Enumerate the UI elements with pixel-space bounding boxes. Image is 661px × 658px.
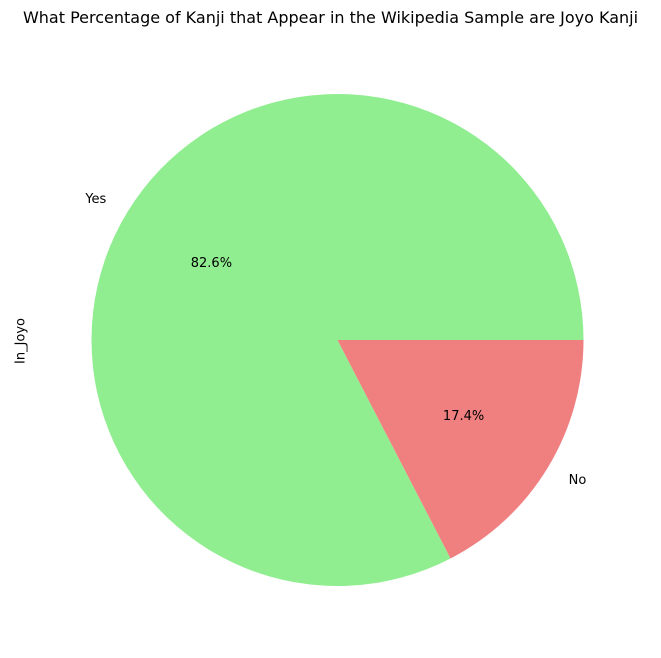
- pie-slice-yes: [91, 93, 584, 586]
- slice-pct-label-no: 17.4%: [443, 409, 484, 424]
- slice-pct-label-yes: 82.6%: [191, 256, 232, 271]
- pie-slice-no: [337, 340, 584, 559]
- slice-label-yes: Yes: [84, 192, 106, 207]
- pie-slices: [91, 93, 584, 586]
- y-axis-label: In_Joyo: [14, 318, 29, 364]
- chart-title: What Percentage of Kanji that Appear in …: [22, 8, 639, 27]
- slice-label-no: No: [569, 473, 587, 488]
- pie-labels: Yes 82.6% No 17.4%: [84, 192, 586, 488]
